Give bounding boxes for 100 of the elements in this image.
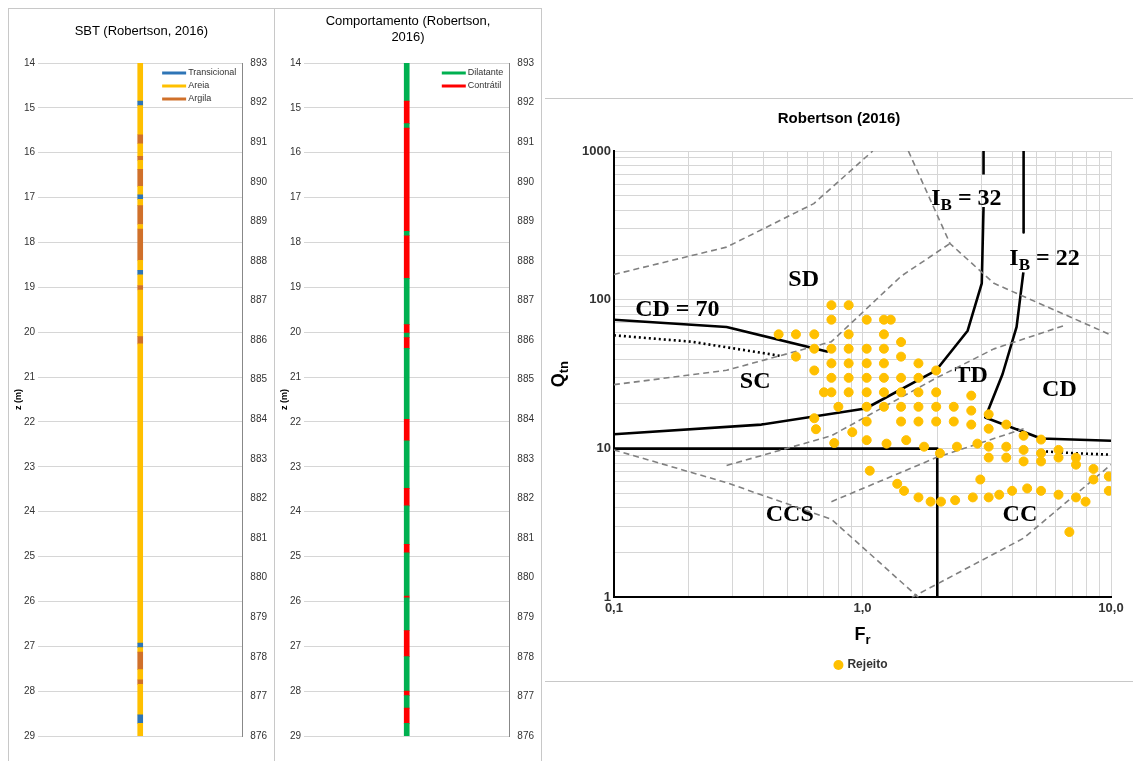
legend-label: Rejeito — [847, 657, 888, 672]
y2-tick-label: 887 — [250, 294, 268, 306]
y-tick-label: 25 — [24, 550, 36, 562]
y2-tick-label: 887 — [517, 294, 535, 306]
bar — [403, 337, 410, 349]
y-tick-label: 28 — [24, 684, 36, 696]
y-tick-label: 24 — [290, 505, 302, 517]
y-tick-label: 22 — [290, 415, 302, 427]
bar — [403, 418, 410, 442]
y-tick-label: 10 — [596, 440, 611, 456]
bar — [403, 544, 410, 554]
bar — [137, 723, 144, 736]
annotation: TD — [954, 360, 988, 387]
x-tick-label: 10,0 — [1098, 599, 1124, 615]
bar — [137, 274, 144, 286]
bar — [137, 336, 144, 345]
y-tick-label: 20 — [24, 325, 36, 337]
y-tick-label: 19 — [290, 281, 302, 293]
y2-tick-label: 882 — [517, 492, 535, 504]
annotation: SD — [788, 265, 820, 292]
bar — [403, 278, 410, 325]
y-tick-label: 14 — [290, 56, 302, 68]
bar — [137, 160, 144, 170]
bar — [137, 714, 144, 724]
y-tick-label: 1000 — [582, 142, 611, 158]
y2-tick-label: 891 — [517, 135, 535, 147]
y2-tick-label: 888 — [517, 254, 535, 266]
bar — [403, 695, 410, 709]
chart-title: Robertson (2016) — [777, 109, 901, 127]
legend-label: Contrátil — [467, 80, 502, 91]
bar — [403, 630, 410, 657]
y2-tick-label: 879 — [250, 610, 268, 622]
bar — [137, 651, 144, 670]
y2-tick-label: 880 — [517, 571, 535, 583]
y-tick-label: 23 — [24, 460, 36, 472]
bar — [403, 123, 410, 129]
y-axis-title: z (m) — [279, 389, 290, 410]
y2-tick-label: 890 — [250, 175, 268, 187]
y2-tick-label: 876 — [250, 729, 268, 741]
y2-tick-label: 888 — [250, 254, 268, 266]
legend-label: Dilatante — [467, 67, 504, 78]
y2-tick-label: 877 — [517, 690, 535, 702]
bar — [403, 440, 410, 489]
y-tick-label: 18 — [290, 236, 302, 248]
bar — [137, 205, 144, 225]
bar — [137, 285, 144, 291]
y-tick-label: 20 — [290, 325, 302, 337]
annotation: CD = 70 — [635, 294, 720, 321]
y-tick-label: 26 — [290, 595, 302, 607]
y-tick-label: 24 — [24, 505, 36, 517]
annotation: SC — [739, 367, 771, 394]
y2-tick-label: 886 — [517, 333, 535, 345]
y2-tick-label: 886 — [250, 333, 268, 345]
y2-tick-label: 877 — [250, 690, 268, 702]
y-tick-label: 27 — [24, 640, 36, 652]
y-tick-label: 16 — [24, 146, 36, 158]
bar — [403, 100, 410, 124]
y-tick-label: 16 — [290, 146, 302, 158]
y-tick-label: 29 — [24, 729, 36, 741]
y2-tick-label: 892 — [250, 96, 268, 108]
bar — [137, 199, 144, 207]
bar — [137, 669, 144, 681]
y-tick-label: 28 — [290, 684, 302, 696]
y2-tick-label: 879 — [517, 610, 535, 622]
bar — [137, 169, 144, 187]
y-tick-label: 17 — [290, 191, 302, 203]
bar — [137, 134, 144, 145]
legend-label: Argila — [188, 93, 212, 104]
y2-tick-label: 885 — [517, 373, 535, 385]
bar — [137, 343, 144, 644]
y2-tick-label: 880 — [250, 571, 268, 583]
y-tick-label: 100 — [589, 291, 611, 307]
chart-title: SBT (Robertson, 2016) — [74, 22, 209, 38]
annotation: CCS — [765, 499, 814, 526]
y2-tick-label: 889 — [517, 215, 535, 227]
y2-tick-label: 882 — [250, 492, 268, 504]
bar — [403, 707, 410, 724]
chart-title: Comportamento (Robertson, 2016) — [325, 12, 491, 44]
bar — [403, 127, 410, 232]
bar — [403, 723, 410, 736]
bar — [137, 186, 144, 196]
y2-tick-label: 892 — [517, 96, 535, 108]
bar — [403, 63, 410, 102]
y2-tick-label: 883 — [250, 452, 268, 464]
annotation: CD — [1042, 374, 1077, 401]
y-tick-label: 22 — [24, 415, 36, 427]
bar — [137, 63, 144, 102]
bar — [137, 143, 144, 157]
y-tick-label: 14 — [24, 56, 36, 68]
y-tick-label: 21 — [24, 370, 36, 382]
annotation: CC — [1002, 499, 1038, 526]
y-tick-label: 1 — [603, 588, 611, 604]
bar — [137, 684, 144, 716]
y-tick-label: 15 — [24, 101, 36, 113]
y-axis-title: z (m) — [13, 389, 24, 410]
y-tick-label: 23 — [290, 460, 302, 472]
y-tick-label: 26 — [24, 595, 36, 607]
y2-tick-label: 890 — [517, 175, 535, 187]
bar — [137, 228, 144, 261]
y2-tick-label: 878 — [517, 650, 535, 662]
